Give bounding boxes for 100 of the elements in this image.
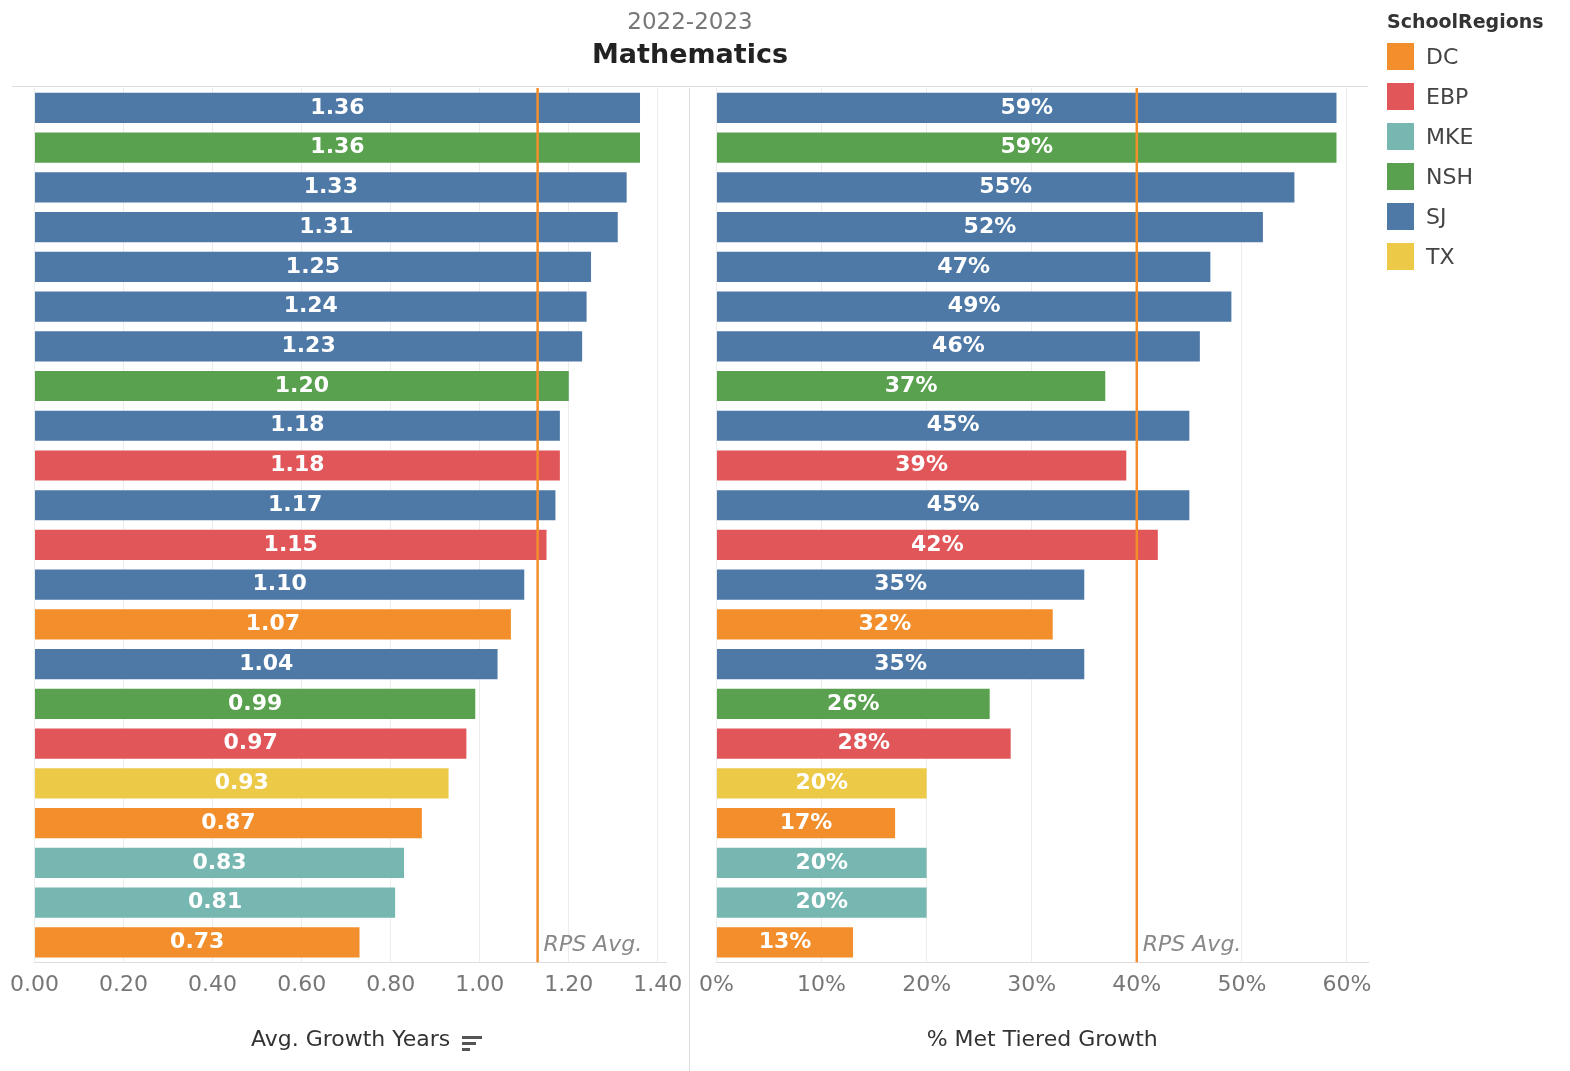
- data-label: 59%: [1000, 133, 1054, 159]
- legend-label: EBP: [1426, 83, 1469, 109]
- data-label: 1.10: [252, 570, 307, 596]
- bar: [716, 768, 927, 799]
- data-label: 1.31: [299, 212, 354, 238]
- legend-label: SJ: [1426, 203, 1447, 229]
- bar: [34, 728, 467, 759]
- data-label: 13%: [758, 928, 812, 954]
- bar: [34, 529, 547, 561]
- bar: [34, 370, 569, 402]
- chart-subtitle: 2022-2023: [626, 8, 754, 34]
- bar: [34, 92, 641, 123]
- bar: [34, 132, 641, 163]
- bar: [716, 609, 1053, 640]
- data-label: 49%: [947, 292, 1001, 318]
- data-label: 39%: [895, 451, 948, 477]
- data-label: 0.73: [170, 928, 225, 954]
- x-tick-label: 1.00: [455, 971, 505, 997]
- x-tick-label: 20%: [902, 971, 952, 997]
- data-label: 20%: [795, 769, 849, 795]
- x-tick-label: 30%: [1007, 971, 1057, 997]
- data-label: 0.99: [227, 689, 283, 715]
- bar: [716, 251, 1211, 282]
- bar: [716, 529, 1158, 561]
- data-label: 20%: [795, 888, 849, 914]
- data-label: 20%: [795, 848, 849, 874]
- x-tick-label: 0.60: [277, 971, 327, 997]
- bar: [34, 410, 560, 441]
- data-label: 0.87: [201, 808, 256, 834]
- data-label: 45%: [926, 411, 980, 437]
- data-label: 35%: [874, 570, 927, 596]
- bar: [34, 847, 405, 878]
- x-tick-label: 0%: [699, 971, 734, 997]
- x-tick-label: 50%: [1217, 971, 1267, 997]
- bar: [716, 211, 1263, 243]
- data-label: 1.07: [245, 610, 301, 636]
- bar: [716, 649, 1085, 680]
- bar: [34, 887, 396, 918]
- data-label: 1.20: [274, 371, 330, 397]
- data-label: 1.25: [285, 252, 341, 278]
- data-label: 0.97: [223, 729, 278, 755]
- data-label: 1.15: [263, 530, 318, 556]
- x-axis-title: % Met Tiered Growth: [926, 1025, 1158, 1051]
- data-label: 1.24: [283, 292, 338, 318]
- data-label: 1.04: [239, 649, 294, 675]
- x-tick-label: 1.40: [633, 971, 683, 997]
- data-label: 47%: [937, 252, 990, 278]
- bar: [34, 927, 360, 958]
- x-tick-label: 10%: [797, 971, 846, 997]
- data-label: 1.17: [268, 490, 323, 516]
- bar: [716, 92, 1337, 123]
- bar: [34, 172, 627, 203]
- bar: [34, 450, 560, 481]
- ref-line-label: RPS Avg.: [1142, 930, 1242, 956]
- data-label: 45%: [926, 490, 980, 516]
- bar: [716, 331, 1200, 362]
- data-label: 1.18: [270, 451, 325, 477]
- chart-title: Mathematics: [590, 38, 790, 69]
- data-label: 52%: [963, 212, 1017, 238]
- bar: [34, 211, 618, 243]
- data-label: 17%: [779, 808, 833, 834]
- bar: [34, 688, 476, 720]
- bar: [716, 887, 927, 918]
- bar: [716, 490, 1190, 521]
- bar: [34, 649, 498, 680]
- data-label: 55%: [979, 173, 1033, 199]
- bar: [716, 450, 1127, 481]
- ref-line-label: RPS Avg.: [543, 930, 643, 956]
- bar: [716, 728, 1011, 759]
- data-label: 1.33: [303, 173, 358, 199]
- bar: [716, 172, 1295, 203]
- data-label: 32%: [858, 610, 912, 636]
- x-tick-label: 0.80: [366, 971, 416, 997]
- data-label: 35%: [874, 649, 927, 675]
- legend-label: DC: [1426, 43, 1459, 69]
- data-label: 26%: [826, 689, 880, 715]
- bar: [716, 688, 990, 720]
- data-label: 1.18: [270, 411, 325, 437]
- legend-label: TX: [1426, 243, 1455, 269]
- data-label: 1.36: [310, 133, 365, 159]
- x-tick-label: 0.40: [188, 971, 238, 997]
- x-tick-label: 1.20: [544, 971, 594, 997]
- legend-label: MKE: [1426, 123, 1474, 149]
- bar: [716, 569, 1085, 600]
- bar: [34, 808, 422, 839]
- data-label: 46%: [932, 332, 985, 358]
- x-tick-label: 40%: [1112, 971, 1162, 997]
- x-axis-title: Avg. Growth Years: [250, 1025, 451, 1051]
- legend-label: NSH: [1426, 163, 1473, 189]
- bar: [34, 331, 583, 362]
- bar: [716, 132, 1337, 163]
- bar: [34, 569, 525, 600]
- data-label: 59%: [1000, 93, 1054, 119]
- bar: [716, 291, 1232, 322]
- data-label: 0.83: [192, 848, 247, 874]
- data-label: 1.23: [281, 332, 336, 358]
- data-label: 0.93: [214, 769, 269, 795]
- data-label: 37%: [884, 371, 938, 397]
- data-label: 42%: [911, 530, 964, 556]
- bar: [34, 609, 511, 640]
